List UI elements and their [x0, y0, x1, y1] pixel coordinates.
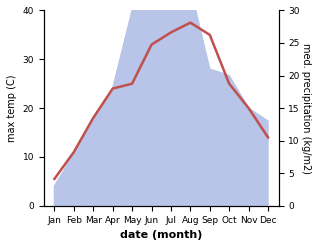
Y-axis label: max temp (C): max temp (C) — [7, 74, 17, 142]
Y-axis label: med. precipitation (kg/m2): med. precipitation (kg/m2) — [301, 43, 311, 174]
X-axis label: date (month): date (month) — [120, 230, 203, 240]
